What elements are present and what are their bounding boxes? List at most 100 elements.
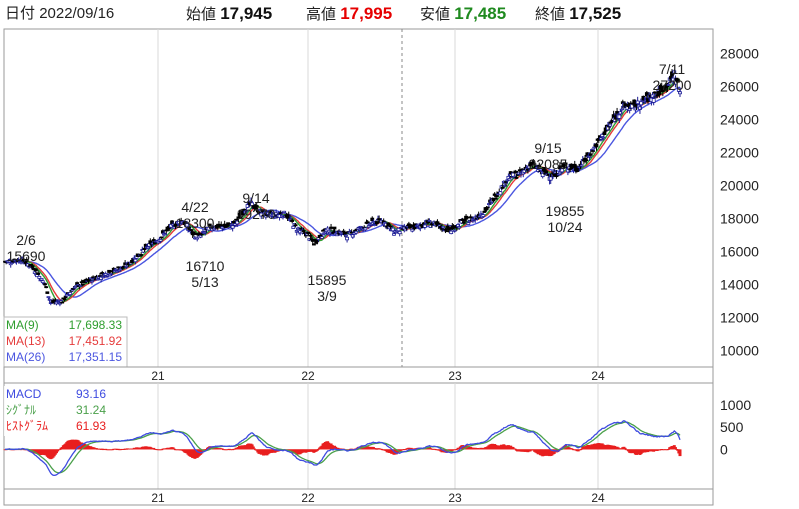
macd-hist-bar: [411, 448, 415, 450]
date-label: 日付: [5, 5, 36, 22]
candle-body: [168, 223, 173, 228]
candle-body: [244, 210, 249, 212]
annotation-date: 9/14: [242, 190, 269, 206]
annotation-value: 27200: [653, 77, 692, 93]
macd-date-strip: [3, 488, 714, 506]
y-tick-label: 14000: [720, 277, 759, 293]
candle-body: [262, 211, 267, 215]
annotation-date: 4/22: [181, 199, 208, 215]
y-tick-label: 16000: [720, 244, 759, 260]
candle-body: [259, 212, 264, 217]
candle-body: [142, 247, 147, 250]
candle-body: [594, 143, 599, 148]
candle-body: [670, 71, 674, 77]
candle-body: [412, 226, 417, 230]
candle-body: [609, 121, 614, 124]
candle-body: [396, 227, 401, 232]
candle-body: [500, 186, 505, 189]
annotation-date: 5/13: [191, 274, 218, 290]
annotation-date: 3/9: [317, 288, 337, 304]
candle-body: [466, 222, 471, 225]
candle-body: [206, 226, 211, 231]
candle-body: [639, 101, 644, 106]
annotation-value: 15690: [7, 248, 46, 264]
x-tick-label: 24: [591, 369, 605, 383]
candle-body: [95, 278, 100, 281]
y-tick-label: 20000: [720, 178, 759, 194]
y-tick-label: 24000: [720, 112, 759, 128]
x-tick-label: 23: [448, 491, 462, 505]
candle-body: [100, 272, 105, 275]
candle-body: [452, 229, 457, 232]
candle-body: [615, 111, 619, 114]
candle-body: [238, 216, 243, 219]
candle-body: [568, 168, 573, 170]
ohlc-header: 日付 2022/09/16 始値 17,945 高値 17,995 安値 17,…: [0, 0, 799, 27]
candle-body: [556, 173, 561, 176]
candle-body: [592, 146, 597, 149]
macd-hist-bar: [227, 448, 231, 450]
candle-body: [185, 223, 189, 227]
legend-ma9-label: MA(9): [6, 318, 39, 332]
macd-hist-bar: [204, 449, 208, 450]
candle-body: [481, 214, 486, 217]
x-tick-label: 21: [151, 369, 165, 383]
candle-body: [514, 177, 519, 179]
candle-body: [557, 165, 562, 170]
legend-hist-value: 61.93: [76, 419, 106, 433]
macd-hist-bar: [655, 449, 659, 452]
macd-hist-bar: [231, 449, 235, 451]
candle-body: [457, 226, 462, 229]
candle-body: [397, 231, 402, 235]
candle-body: [608, 123, 613, 127]
candle-body: [235, 220, 240, 225]
candle-body: [635, 100, 640, 105]
open-field: 始値 17,945: [186, 4, 272, 24]
macd-hist-bar: [104, 448, 108, 450]
candle-body: [178, 223, 182, 226]
candle-body: [191, 231, 196, 235]
candle-body: [675, 78, 680, 83]
macd-y-tick-label: 1000: [720, 397, 751, 413]
y-tick-label: 10000: [720, 343, 759, 359]
candle-body: [282, 210, 287, 213]
candle-body: [207, 223, 212, 226]
x-tick-label: 23: [448, 369, 462, 383]
macd-hist-bar: [379, 448, 383, 450]
annotation-value: 15895: [308, 272, 347, 288]
macd-hist-bar: [95, 448, 99, 450]
price-grid: [157, 29, 599, 367]
candle-body: [632, 99, 637, 105]
low-field: 安値 17,485: [420, 4, 506, 24]
macd-hist-bar: [678, 449, 682, 457]
candle-body: [369, 223, 374, 226]
candle-body: [199, 233, 204, 235]
candle-body: [229, 223, 234, 226]
candle-body: [58, 302, 62, 305]
candle-body: [619, 108, 624, 111]
candle-body: [325, 227, 330, 231]
candle-body: [40, 280, 45, 284]
annotation-date: 9/15: [534, 140, 561, 156]
candle-body: [230, 225, 235, 229]
candle-body: [260, 209, 265, 212]
low-label: 安値: [420, 6, 451, 23]
legend-macd-label: MACD: [6, 387, 42, 401]
candle-body: [363, 227, 368, 231]
candle-body: [535, 166, 539, 169]
annotation-value: 16710: [186, 258, 225, 274]
macd-hist-bar: [58, 449, 62, 451]
macd-hist-bar: [114, 448, 118, 450]
macd-hist-bar: [111, 449, 115, 451]
candle-body: [311, 243, 316, 246]
candle-body: [344, 234, 348, 237]
macd-hist-bar: [455, 449, 459, 450]
ma-legend: MA(9) 17,698.33 MA(13) 17,451.92 MA(26) …: [3, 316, 128, 368]
candle-body: [374, 221, 379, 225]
candle-body: [139, 254, 144, 256]
candle-body: [600, 133, 605, 137]
candle-body: [644, 92, 649, 97]
close-value: 17,525: [569, 4, 622, 23]
ma-legend-box: [3, 316, 128, 368]
